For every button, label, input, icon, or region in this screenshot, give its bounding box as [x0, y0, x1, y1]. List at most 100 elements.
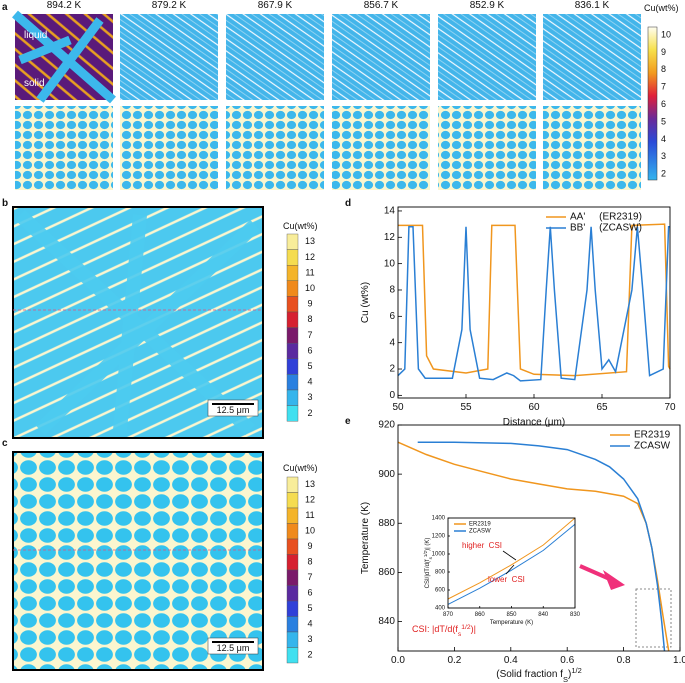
x-tick-label: 0.4 [504, 655, 518, 666]
y-tick-label: 840 [378, 616, 395, 627]
annotation-part: s [458, 631, 462, 638]
annotation-part: )| [471, 624, 476, 634]
series-line [398, 223, 671, 377]
x-tick-label: 860 [475, 612, 486, 618]
x-axis-label: Temperature (K) [490, 620, 533, 626]
colorbar-tick-label: 10 [305, 283, 315, 293]
micrograph [332, 106, 430, 190]
colorbar-tick-label: 3 [307, 634, 312, 644]
scale-bar-label: 12.5 μm [217, 405, 250, 415]
panel-label: e [345, 416, 351, 427]
panel-c-image [12, 451, 264, 671]
y-tick-label: 10 [384, 258, 396, 269]
y-tick-label: 600 [435, 588, 446, 594]
x-tick-label: 0.6 [560, 655, 574, 666]
colorbar-tick-label: 11 [305, 267, 314, 277]
x-axis-label-part: 1/2 [571, 666, 581, 675]
legend-label: AA' (ER2319) [570, 212, 642, 223]
colorbar-cell [286, 405, 299, 422]
panel-label: a [2, 2, 8, 13]
panel-b-image [12, 206, 264, 439]
colorbar-cell [286, 554, 299, 571]
y-tick-label: 1400 [432, 516, 446, 522]
x-tick-label: 65 [596, 402, 608, 413]
colorbar-tick-label: 7 [307, 330, 312, 340]
x-tick-label: 0.0 [391, 655, 405, 666]
y-axis-label: Cu (wt%) [360, 282, 371, 323]
annotation-arrow [502, 550, 517, 561]
y-tick-label: 1200 [432, 534, 446, 540]
colorbar-tick-label: 5 [661, 116, 666, 126]
annotation: CSI: |dT/d(fs1/2)| [412, 624, 476, 638]
y-tick-label: 4 [389, 337, 395, 348]
colorbar-cell [286, 600, 299, 617]
colorbar-title: Cu(wt%) [283, 221, 318, 231]
panel-label: d [345, 198, 351, 209]
y-axis-label-part: 1/2 [423, 550, 428, 557]
x-tick-label: 55 [460, 402, 472, 413]
micrograph [543, 14, 641, 100]
colorbar-tick-label: 7 [661, 82, 666, 92]
colorbar-title: Cu(wt%) [644, 3, 679, 13]
micrograph [120, 14, 218, 100]
annotation: lower CSI [488, 575, 525, 584]
colorbar-tick-label: 10 [305, 526, 315, 536]
y-tick-label: 2 [389, 364, 395, 375]
colorbar-tick-label: 9 [307, 541, 312, 551]
y-tick-label: 900 [378, 469, 395, 480]
legend-label: BB' (ZCASW) [570, 223, 642, 234]
annotation: higher CSI [462, 541, 502, 550]
colorbar-cell [286, 311, 299, 328]
x-axis-label: (Solid fraction fS)1/2 [496, 666, 582, 683]
x-tick-label: 830 [570, 612, 581, 618]
temperature-label: 894.2 K [47, 0, 82, 11]
colorbar-cell [286, 249, 299, 266]
y-axis-label: Temperature (K) [360, 502, 371, 574]
zoom-box [635, 588, 672, 648]
colorbar-tick-label: 12 [305, 495, 315, 505]
series-line [447, 523, 576, 605]
y-axis-label-part: CSI/|dT/d(f [425, 559, 431, 588]
y-tick-label: 920 [378, 420, 395, 431]
x-tick-label: 1.0 [673, 655, 685, 666]
colorbar-tick-label: 2 [661, 169, 666, 179]
colorbar-cell [286, 631, 299, 648]
x-tick-label: 840 [538, 612, 549, 618]
dendrite [12, 10, 116, 104]
y-tick-label: 880 [378, 518, 395, 529]
colorbar-cell [286, 616, 299, 633]
panel-label: c [2, 438, 8, 449]
y-tick-label: 6 [389, 311, 395, 322]
y-tick-label: 0 [389, 390, 395, 401]
panel-label: b [2, 198, 8, 209]
y-tick-label: 8 [389, 285, 395, 296]
temperature-label: 867.9 K [258, 0, 293, 11]
x-axis-label: Distance (μm) [503, 417, 565, 428]
micrograph [226, 106, 324, 190]
colorbar-tick-label: 9 [307, 299, 312, 309]
colorbar-tick-label: 8 [307, 557, 312, 567]
colorbar-cell [286, 374, 299, 391]
temperature-label: 879.2 K [152, 0, 187, 11]
micrograph [543, 106, 641, 190]
colorbar-tick-label: 9 [661, 47, 666, 57]
temperature-label: 856.7 K [364, 0, 399, 11]
colorbar-cell [286, 647, 299, 664]
colorbar-cell [286, 538, 299, 555]
colorbar-tick-label: 4 [307, 377, 312, 387]
x-tick-label: 0.8 [617, 655, 631, 666]
series-line [397, 226, 670, 382]
annotation: liquid [24, 30, 47, 41]
micrograph [226, 14, 324, 100]
temperature-label: 836.1 K [575, 0, 610, 11]
colorbar-tick-label: 6 [661, 99, 666, 109]
legend-label: ZCASW [634, 441, 671, 452]
colorbar-cell [286, 569, 299, 586]
x-tick-label: 50 [392, 402, 404, 413]
micrograph [438, 14, 536, 100]
x-tick-label: 70 [664, 402, 676, 413]
plot-frame [397, 206, 671, 399]
x-axis-label-part: ) [568, 669, 571, 680]
micrograph [12, 451, 264, 671]
